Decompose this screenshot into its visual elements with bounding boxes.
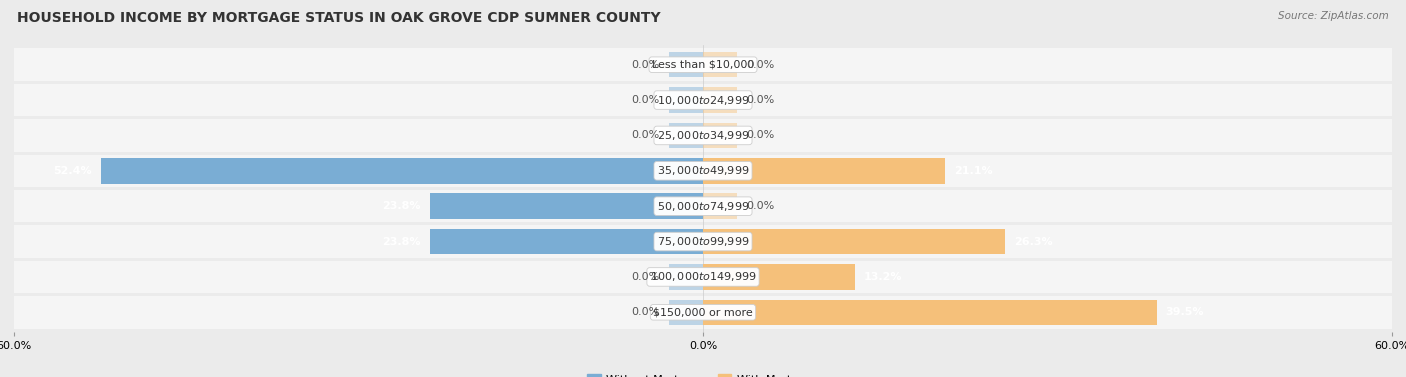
Text: Less than $10,000: Less than $10,000: [652, 60, 754, 70]
Text: $75,000 to $99,999: $75,000 to $99,999: [657, 235, 749, 248]
Text: 0.0%: 0.0%: [631, 95, 659, 105]
Bar: [703, 229, 1005, 254]
Bar: [669, 123, 703, 148]
Bar: [430, 229, 703, 254]
Text: 0.0%: 0.0%: [631, 130, 659, 141]
Text: Source: ZipAtlas.com: Source: ZipAtlas.com: [1278, 11, 1389, 21]
Bar: [14, 296, 1392, 329]
Text: 0.0%: 0.0%: [631, 307, 659, 317]
Text: $50,000 to $74,999: $50,000 to $74,999: [657, 200, 749, 213]
Text: 0.0%: 0.0%: [747, 95, 775, 105]
Bar: [430, 193, 703, 219]
Bar: [669, 264, 703, 290]
Text: 21.1%: 21.1%: [955, 166, 993, 176]
Text: $150,000 or more: $150,000 or more: [654, 307, 752, 317]
Text: 0.0%: 0.0%: [631, 60, 659, 70]
Bar: [669, 300, 703, 325]
Text: 39.5%: 39.5%: [1166, 307, 1204, 317]
Bar: [669, 87, 703, 113]
Bar: [14, 155, 1392, 187]
Bar: [703, 158, 945, 184]
Legend: Without Mortgage, With Mortgage: Without Mortgage, With Mortgage: [582, 370, 824, 377]
Bar: [703, 300, 1157, 325]
Text: $100,000 to $149,999: $100,000 to $149,999: [650, 270, 756, 284]
Text: $35,000 to $49,999: $35,000 to $49,999: [657, 164, 749, 177]
Text: 0.0%: 0.0%: [747, 130, 775, 141]
Text: 26.3%: 26.3%: [1014, 236, 1053, 247]
Bar: [14, 84, 1392, 116]
Text: $10,000 to $24,999: $10,000 to $24,999: [657, 93, 749, 107]
Text: 0.0%: 0.0%: [631, 272, 659, 282]
Bar: [14, 225, 1392, 258]
Bar: [14, 48, 1392, 81]
Bar: [669, 52, 703, 77]
Bar: [703, 264, 855, 290]
Text: 0.0%: 0.0%: [747, 60, 775, 70]
Bar: [14, 190, 1392, 222]
Text: 0.0%: 0.0%: [747, 201, 775, 211]
Bar: [703, 87, 738, 113]
Text: 52.4%: 52.4%: [53, 166, 93, 176]
Text: 23.8%: 23.8%: [382, 201, 420, 211]
Text: $25,000 to $34,999: $25,000 to $34,999: [657, 129, 749, 142]
Bar: [703, 193, 738, 219]
Bar: [703, 52, 738, 77]
Bar: [14, 261, 1392, 293]
Bar: [703, 123, 738, 148]
Text: HOUSEHOLD INCOME BY MORTGAGE STATUS IN OAK GROVE CDP SUMNER COUNTY: HOUSEHOLD INCOME BY MORTGAGE STATUS IN O…: [17, 11, 661, 25]
Bar: [101, 158, 703, 184]
Bar: [14, 119, 1392, 152]
Text: 23.8%: 23.8%: [382, 236, 420, 247]
Text: 13.2%: 13.2%: [863, 272, 903, 282]
